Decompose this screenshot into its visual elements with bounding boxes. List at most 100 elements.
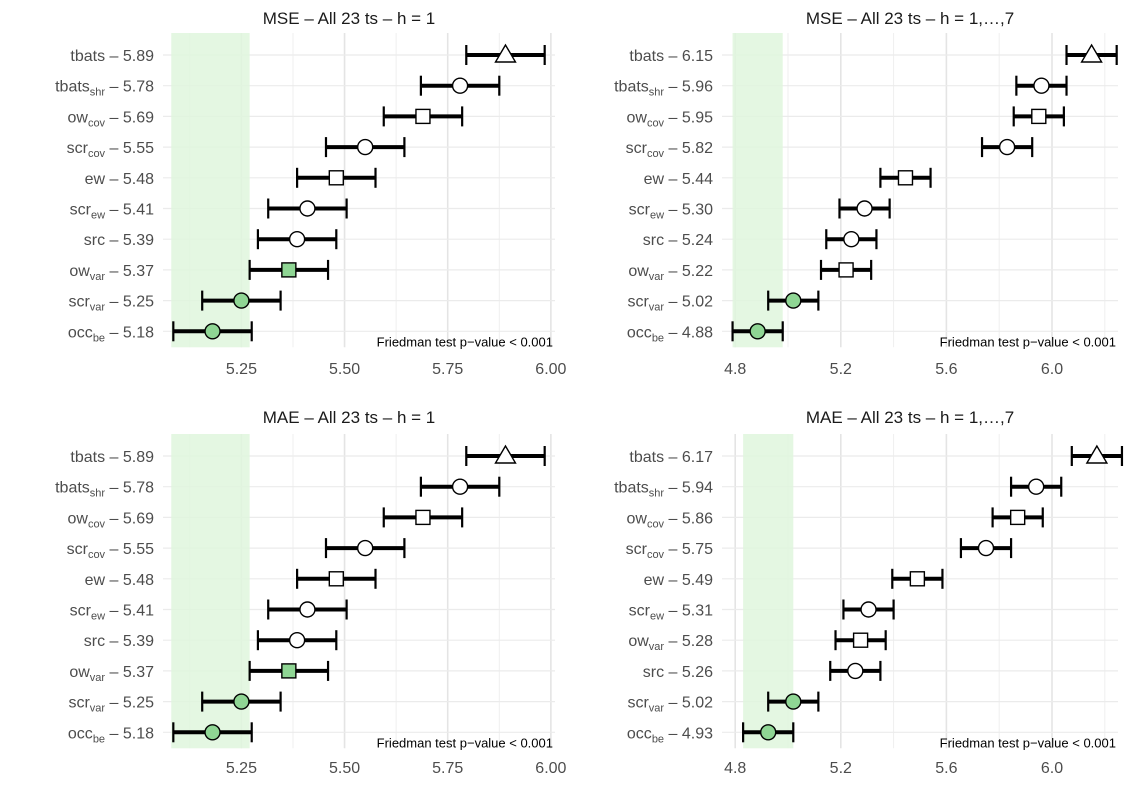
method-name: ow (628, 633, 649, 650)
label-separator: – (105, 294, 123, 311)
label-separator: – (664, 541, 682, 558)
method-score: 5.82 (682, 140, 713, 157)
method-name: occ (68, 725, 93, 742)
method-subscript: cov (647, 117, 665, 129)
method-score: 5.24 (682, 232, 713, 249)
method-score: 5.39 (123, 232, 154, 249)
x-tick-label: 5.2 (830, 760, 852, 777)
method-score: 5.02 (682, 294, 713, 311)
method-score: 4.88 (682, 324, 713, 341)
method-label: screw – 5.41 (70, 603, 154, 623)
method-score: 4.93 (682, 725, 713, 742)
method-score: 5.30 (682, 202, 713, 219)
method-label: owcov – 5.86 (626, 510, 713, 530)
x-tick-label: 6.0 (1041, 760, 1063, 777)
method-label: owcov – 5.95 (626, 109, 713, 129)
method-label: owvar – 5.37 (69, 664, 154, 684)
method-subscript: ew (650, 210, 664, 222)
method-name: tbats (55, 79, 90, 96)
method-score: 5.55 (123, 541, 154, 558)
label-separator: – (664, 140, 682, 157)
point-marker-circle (288, 230, 306, 248)
x-tick-label: 5.50 (329, 760, 360, 777)
method-score: 5.69 (123, 510, 154, 527)
panel-title: MSE – All 23 ts – h = 1,…,7 (806, 9, 1014, 28)
method-subscript: var (90, 703, 106, 715)
method-score: 5.94 (682, 480, 713, 497)
method-label: occbe – 5.18 (68, 725, 154, 745)
method-score: 5.25 (123, 695, 154, 712)
point-marker-circle (233, 693, 250, 710)
method-label: tbats – 6.15 (629, 48, 713, 65)
method-score: 5.78 (123, 480, 154, 497)
point-marker-circle (299, 601, 316, 618)
method-name: tbats (614, 480, 649, 497)
method-name: occ (627, 725, 652, 742)
point-marker-circle (204, 724, 221, 741)
method-score: 5.25 (123, 294, 154, 311)
label-separator: – (664, 294, 682, 311)
friedman-annotation: Friedman test p−value < 0.001 (377, 334, 553, 349)
method-name: ow (628, 263, 649, 280)
panel-mae-h1-7: MAE – All 23 ts – h = 1,…,7 4.8 5.2 5.6 6.0 t… (614, 408, 1124, 777)
method-label: scrvar – 5.02 (627, 294, 713, 314)
panel-title: MAE – All 23 ts – h = 1 (263, 408, 435, 427)
point-marker-circle (288, 632, 306, 649)
label-separator: – (664, 480, 682, 497)
x-tick-label: 5.75 (432, 361, 463, 378)
method-subscript: cov (88, 117, 106, 129)
method-name: scr (70, 202, 92, 219)
method-score: 5.28 (682, 633, 713, 650)
point-marker-circle (299, 200, 316, 217)
point-marker-circle (1033, 77, 1050, 94)
method-score: 5.48 (123, 572, 154, 589)
method-subscript: cov (88, 148, 106, 160)
method-label: screw – 5.41 (70, 202, 154, 222)
label-separator: – (105, 725, 123, 742)
method-score: 5.26 (682, 664, 713, 681)
label-separator: – (664, 449, 682, 466)
method-subscript: cov (647, 549, 665, 561)
method-label: ew – 5.49 (644, 572, 713, 589)
method-subscript: be (652, 332, 664, 344)
method-score: 6.17 (682, 449, 713, 466)
method-score: 5.18 (123, 324, 154, 341)
point-marker-square (415, 108, 431, 125)
method-subscript: be (93, 332, 105, 344)
method-name: tbats (55, 480, 90, 497)
method-name: src (643, 664, 664, 681)
method-score: 5.78 (123, 79, 154, 96)
method-label: owcov – 5.69 (67, 510, 154, 530)
point-marker-circle (356, 138, 374, 156)
method-name: ew (85, 572, 106, 589)
x-tick-label: 5.6 (935, 361, 957, 378)
point-marker-circle (998, 138, 1016, 156)
label-separator: – (105, 572, 123, 589)
panel-mse-h1: MSE – All 23 ts – h = 1 5.25 5.50 5.75 6.00 t… (55, 9, 566, 378)
point-marker-square (328, 571, 345, 587)
method-subscript: var (649, 641, 665, 653)
method-subscript: cov (647, 148, 665, 160)
method-label: tbatsshr – 5.96 (614, 79, 713, 99)
point-marker-circle (785, 292, 802, 309)
method-score: 5.96 (682, 79, 713, 96)
label-separator: – (664, 603, 682, 620)
x-tick-label: 5.25 (226, 760, 257, 777)
label-separator: – (105, 695, 123, 712)
label-separator: – (664, 202, 682, 219)
point-marker-square (415, 509, 431, 526)
method-score: 5.89 (123, 449, 154, 466)
point-marker-circle (847, 662, 864, 680)
point-marker-square (897, 170, 914, 186)
method-name: scr (67, 140, 89, 157)
method-subscript: ew (650, 611, 664, 623)
method-label: screw – 5.30 (629, 202, 713, 222)
method-subscript: cov (88, 549, 106, 561)
label-separator: – (105, 633, 123, 650)
method-name: ow (67, 510, 88, 527)
method-label: src – 5.24 (643, 232, 713, 249)
method-label: scrcov – 5.55 (67, 541, 154, 561)
method-name: tbats (70, 48, 105, 65)
panel-mae-h1: MAE – All 23 ts – h = 1 5.25 5.50 5.75 6.00 t… (55, 408, 566, 777)
